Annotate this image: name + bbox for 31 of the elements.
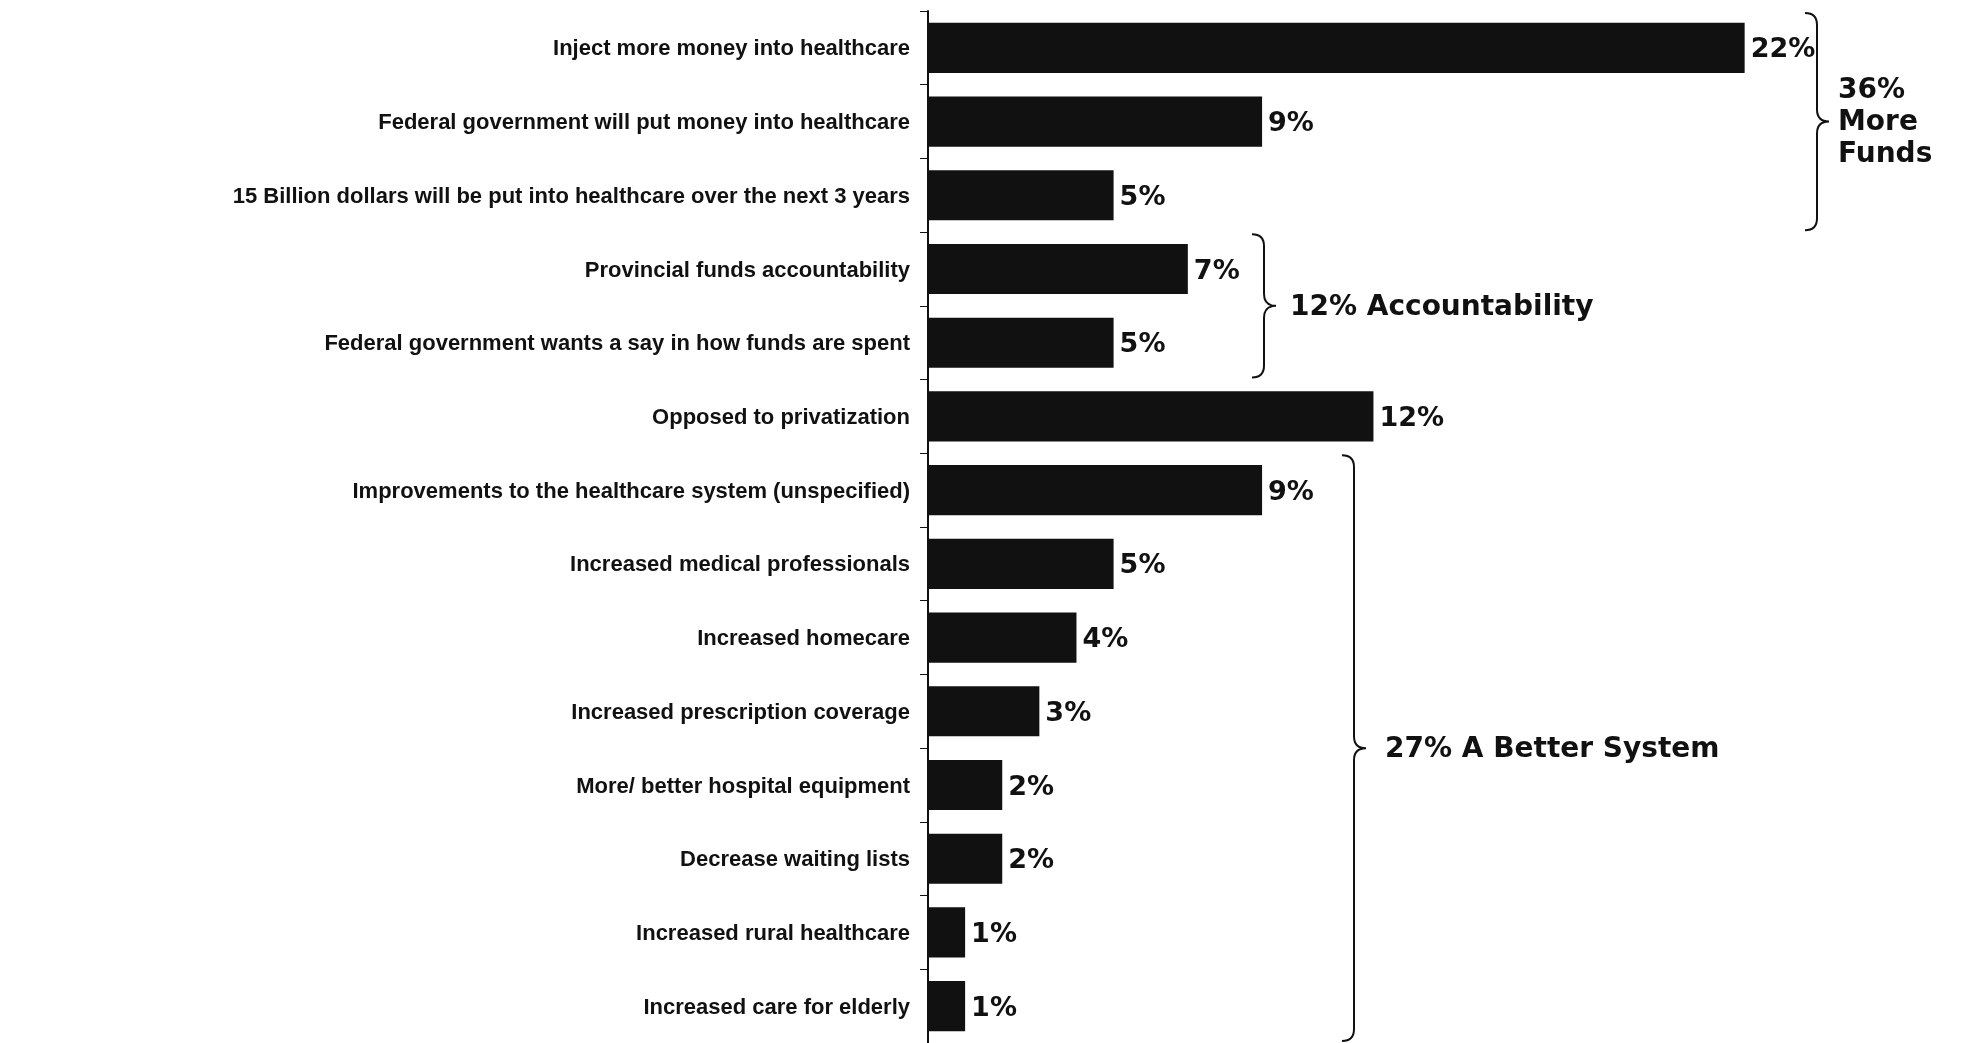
y-tick-label: More/ better hospital equipment <box>576 772 911 798</box>
data-label: 5% <box>1119 548 1166 580</box>
data-label: 5% <box>1119 179 1166 211</box>
y-tick-label: Increased homecare <box>697 625 910 651</box>
y-tick-label: Increased medical professionals <box>570 551 910 577</box>
y-tick-label: Improvements to the healthcare system (unspecified) <box>352 477 910 503</box>
data-label: 9% <box>1268 474 1314 506</box>
y-tick-label: Provincial funds accountability <box>584 256 911 282</box>
data-label: 3% <box>1045 695 1092 727</box>
y-tick-label: Opposed to privatization <box>652 403 910 429</box>
data-label: 1% <box>971 990 1017 1022</box>
y-tick-label: Increased care for elderly <box>643 993 911 1019</box>
annotation: 12% Accountability <box>1290 288 1595 323</box>
y-tick-label: Inject more money into healthcare <box>553 35 910 61</box>
data-label: 4% <box>1082 622 1129 654</box>
data-label: 9% <box>1268 106 1314 138</box>
data-label: 5% <box>1119 327 1166 359</box>
data-label: 12% <box>1379 400 1445 432</box>
y-tick-label: Decrease waiting lists <box>680 846 910 872</box>
data-label: 22% <box>1750 32 1816 64</box>
data-label: 2% <box>1008 843 1055 875</box>
text: 36% More Funds <box>1838 72 1934 170</box>
y-tick-label: Federal government wants a say in how funds are spent <box>324 330 911 356</box>
y-tick-label: Federal government will put money into healthcare <box>378 109 910 135</box>
annotation: 27% A Better System <box>1385 731 1721 765</box>
data-label: 1% <box>971 916 1017 948</box>
data-label: 2% <box>1008 769 1055 801</box>
data-label: 7% <box>1193 253 1240 285</box>
y-tick-label: 15 Billion dollars will be put into healthcare over the next 3 years <box>232 182 910 208</box>
y-tick-label: Increased rural healthcare <box>636 919 910 945</box>
y-tick-label: Increased prescription coverage <box>571 698 910 724</box>
